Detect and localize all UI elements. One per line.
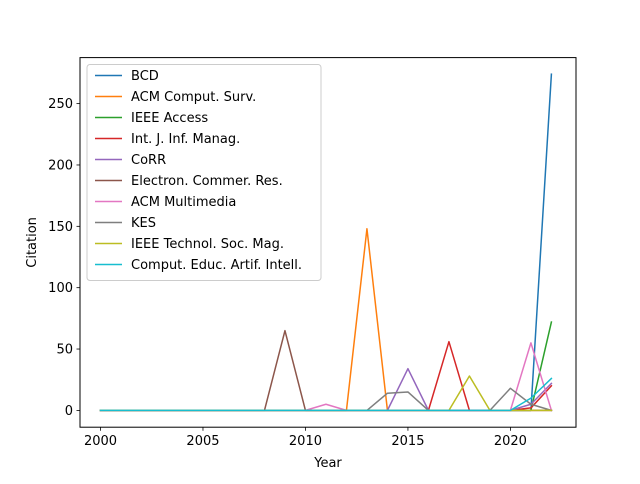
y-tick-label: 0: [65, 404, 73, 419]
x-tick-label: 2010: [289, 434, 322, 449]
legend: BCD ACM Comput. Surv. IEEE Access Int. J. I…: [86, 64, 322, 281]
legend-label-7: KES: [131, 216, 156, 231]
legend-label-1: ACM Comput. Surv.: [131, 90, 256, 105]
legend-label-8: IEEE Technol. Soc. Mag.: [131, 237, 284, 252]
legend-label-9: Comput. Educ. Artif. Intell.: [131, 258, 302, 273]
legend-label-5: Electron. Commer. Res.: [131, 174, 283, 189]
legend-label-2: IEEE Access: [131, 111, 208, 126]
x-axis: 2000 2005 2010 2015 2020: [84, 427, 527, 449]
y-tick-label: 100: [48, 281, 73, 296]
y-tick-label: 150: [48, 220, 73, 235]
series-line-9: [99, 377, 553, 412]
y-axis: 0 50 100 150 200 250: [48, 97, 80, 419]
legend-label-0: BCD: [131, 69, 159, 84]
plot-frame: [79, 57, 577, 428]
x-tick-label: 2005: [186, 434, 219, 449]
x-tick-label: 2020: [494, 434, 527, 449]
legend-label-4: CoRR: [131, 153, 166, 168]
legend-box: [86, 64, 322, 281]
y-tick-label: 250: [48, 97, 73, 112]
x-tick-label: 2000: [84, 434, 117, 449]
legend-label-3: Int. J. Inf. Manag.: [131, 132, 240, 147]
x-tick-label: 2015: [391, 434, 424, 449]
plot-lines: [99, 73, 553, 412]
y-tick-label: 200: [48, 158, 73, 173]
y-tick-label: 50: [56, 343, 73, 358]
y-axis-label: Citation: [25, 217, 40, 268]
x-axis-label: Year: [313, 456, 342, 471]
legend-label-6: ACM Multimedia: [131, 195, 236, 210]
